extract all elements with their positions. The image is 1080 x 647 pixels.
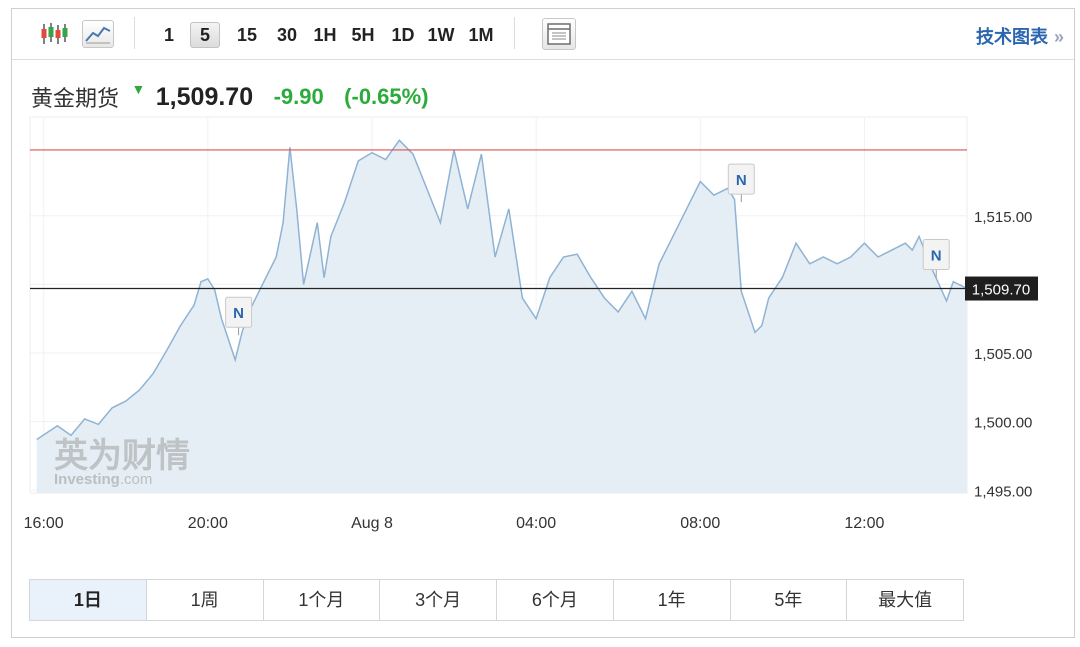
current-price-tag: 1,509.70 [965,276,1038,301]
y-tick-label: 1,505.00 [974,346,1032,363]
down-arrow-icon: ▼ [131,81,146,97]
toolbar-divider [514,17,515,49]
news-marker-box [727,163,755,195]
quote-header: 黄金期货 ▼ 1,509.70 -9.90 (-0.65%) [31,81,429,111]
price-chart[interactable]: 英为财情 Investing.com N N N 1,495.00 1,500.00 1… [12,9,1076,569]
news-marker-box [225,296,253,328]
interval-5h[interactable]: 5H [351,25,375,45]
news-marker-box [922,239,950,271]
interval-1[interactable]: 1 [163,25,174,45]
interval-1m[interactable]: 1M [468,25,494,45]
last-price: 1,509.70 [155,82,254,111]
x-axis: 16:00 20:00 Aug 8 04:00 08:00 12:00 [24,515,885,532]
x-tick-label: 08:00 [680,515,720,532]
range-max[interactable]: 最大值 [878,590,933,610]
x-tick-label: 20:00 [188,515,228,532]
double-chevron-right-icon: » [1053,27,1064,47]
watermark-brand-en: Investing.com [54,471,152,488]
news-marker[interactable]: N [727,163,755,203]
x-tick-label: 04:00 [516,515,556,532]
news-markers: N N N [225,163,950,336]
candlestick-icon[interactable] [38,20,70,48]
news-marker[interactable]: N [922,239,950,278]
range-3m[interactable]: 3个月 [380,580,497,620]
price-line [36,139,968,441]
news-marker-label: N [233,305,244,322]
chart-widget: 1 5 15 30 1H 5H 1D 1W 1M 技术图表» 黄金期货 ▼ 1,509.70 -… [11,8,1075,638]
interval-1d[interactable]: 1D [391,25,415,45]
y-tick-label: 1,495.00 [974,483,1032,500]
table-icon[interactable] [542,18,576,50]
x-tick-label: 12:00 [844,515,884,532]
x-tick-label: 16:00 [24,515,64,532]
range-1m[interactable]: 1个月 [264,580,381,620]
news-marker[interactable]: N [225,296,253,336]
interval-5[interactable]: 5 [190,22,220,48]
y-tick-label: 1,500.00 [974,415,1032,432]
range-1w[interactable]: 1周 [147,580,264,620]
watermark-brand-cn: 英为财情 [54,436,190,476]
y-tick-label: 1,515.00 [974,209,1032,226]
x-tick-label: Aug 8 [351,515,393,532]
investing-watermark: 英为财情 Investing.com [54,436,190,488]
interval-1w[interactable]: 1W [427,25,455,45]
price-change-percent: (-0.65%) [344,84,429,109]
range-1y[interactable]: 1年 [614,580,731,620]
chart-toolbar: 1 5 15 30 1H 5H 1D 1W 1M 技术图表» [12,9,1074,60]
interval-1h[interactable]: 1H [313,25,337,45]
instrument-name: 黄金期货 [31,86,120,111]
toolbar-divider [134,17,135,49]
interval-15[interactable]: 15 [236,25,258,45]
current-price-tag-label: 1,509.70 [972,282,1030,299]
range-6m[interactable]: 6个月 [497,580,614,620]
y-axis: 1,495.001,500.001,505.001,510.001,515.00 [974,209,1032,500]
time-range-selector: 1日 1周 1个月 3个月 6个月 1年 5年 最大值 [29,579,964,621]
tech-chart-link[interactable]: 技术图表» [976,23,1064,49]
line-chart-icon[interactable] [82,20,114,48]
interval-30[interactable]: 30 [276,25,298,45]
current-price-tag-box [965,276,1038,301]
range-5y[interactable]: 5年 [731,580,848,620]
price-area [36,140,968,494]
tech-chart-label: 技术图表 [975,27,1048,47]
news-marker-label: N [931,248,942,265]
range-1d[interactable]: 1日 [30,580,147,620]
news-marker-label: N [736,172,747,189]
price-change: -9.90 [273,84,324,109]
